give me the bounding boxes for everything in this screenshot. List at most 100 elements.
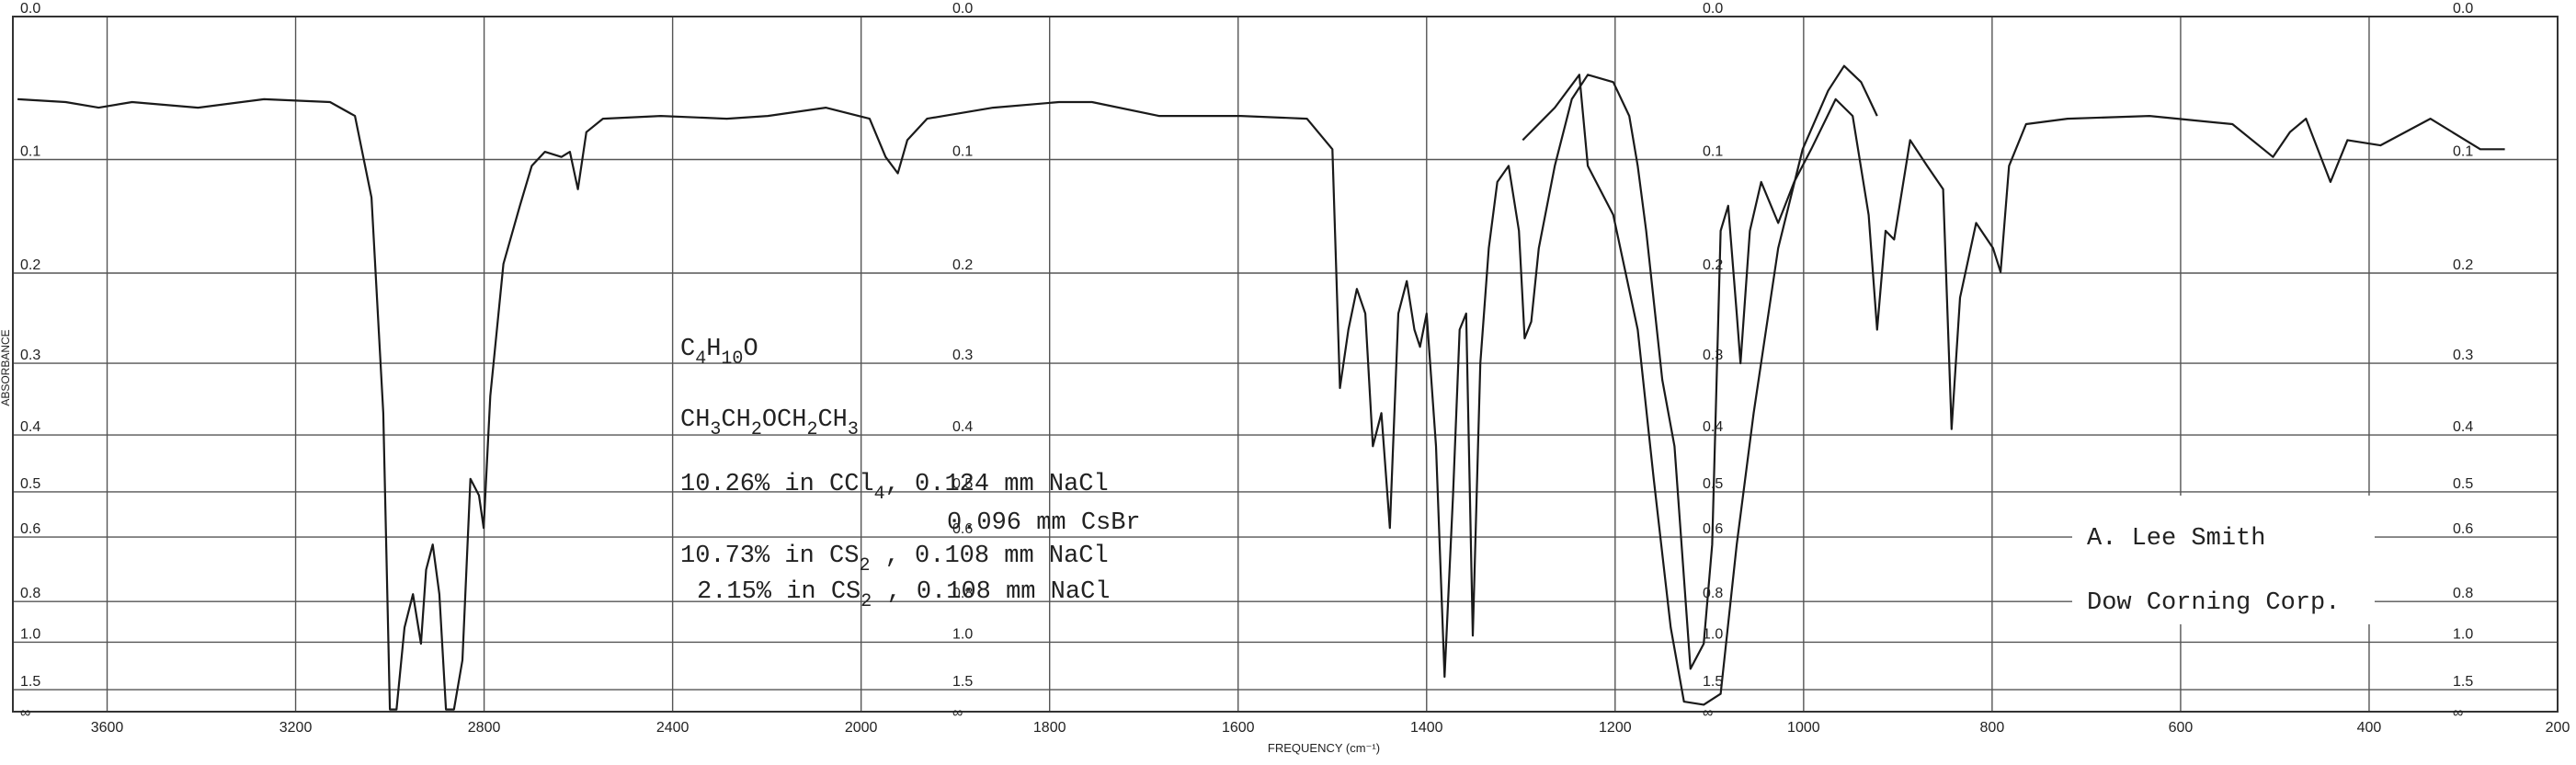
y-tick-label: 0.0: [952, 1, 973, 17]
spectrum: [17, 64, 2505, 711]
annotation-line: 0.096 mm CsBr: [947, 509, 1141, 537]
y-tick-label: 0.4: [1703, 419, 1723, 435]
y-tick-label: 0.0: [20, 1, 40, 17]
x-tick-label: 2800: [468, 720, 501, 736]
y-tick-label: 0.8: [2453, 586, 2473, 601]
x-tick-label: 1600: [1222, 720, 1255, 736]
y-tick-label: 0.2: [20, 257, 40, 273]
plot-frame: [12, 16, 2559, 713]
y-tick-label: 0.4: [952, 419, 973, 435]
y-tick-label: 1.0: [2453, 626, 2473, 642]
x-tick-label: 2000: [845, 720, 878, 736]
y-tick-label: 0.3: [1703, 348, 1723, 363]
y-tick-label: 0.0: [1703, 1, 1723, 17]
annotation-text: H: [706, 336, 721, 363]
y-tick-label: 0.1: [2453, 143, 2473, 159]
annotation-text: 10.73% in CS: [680, 542, 859, 570]
y-tick-label: 0.4: [2453, 419, 2473, 435]
annotation-text: CH: [721, 406, 750, 434]
y-tick-label: 1.5: [1703, 674, 1723, 690]
y-tick-label: 0.8: [20, 586, 40, 601]
subscript: 4: [695, 348, 706, 370]
y-infinity-label: ∞: [952, 705, 963, 721]
subscript: 3: [848, 419, 859, 440]
y-tick-label: 0.4: [20, 419, 40, 435]
annotation-text: , 0.108 mm NaCl: [870, 542, 1108, 570]
credit-company: Dow Corning Corp.: [2087, 589, 2340, 617]
y-tick-label: 0.3: [952, 348, 973, 363]
x-axis-label: FREQUENCY (cm⁻¹): [1268, 741, 1380, 755]
annotation-text: CH: [680, 406, 710, 434]
y-tick-label: 0.0: [2453, 1, 2473, 17]
subscript: 2: [859, 555, 870, 577]
x-tick-label: 1200: [1599, 720, 1632, 736]
y-tick-label: 0.8: [952, 586, 973, 601]
y-infinity-label: ∞: [1703, 705, 1713, 721]
annotation-line: C4H10O: [680, 336, 758, 370]
y-tick-label: 1.0: [1703, 626, 1723, 642]
x-tick-label: 2400: [656, 720, 690, 736]
y-tick-label: 0.1: [952, 143, 973, 159]
y-tick-label: 0.3: [20, 348, 40, 363]
annotation-text: , 0.124 mm NaCl: [885, 471, 1109, 498]
y-tick-label: 0.2: [1703, 257, 1723, 273]
x-tick-label: 3600: [91, 720, 124, 736]
annotation-line: 10.73% in CS2 , 0.108 mm NaCl: [680, 542, 1109, 577]
x-tick-label: 3200: [279, 720, 313, 736]
labels: 3600 3200 2800 2400 2000 1800 1600 1400 1200 1000…: [20, 1, 2570, 736]
y-infinity-label: ∞: [20, 705, 30, 721]
annotation-line: 2.15% in CS2 , 0.108 mm NaCl: [697, 578, 1111, 612]
spectrum-line: [1522, 64, 1878, 706]
y-tick-label: 0.6: [952, 521, 973, 537]
y-tick-label: 0.5: [2453, 476, 2473, 492]
y-tick-label: 0.6: [1703, 521, 1723, 537]
x-tick-label: 800: [1980, 720, 2005, 736]
subscript: 2: [751, 419, 762, 440]
y-axis-label: ABSORBANCE: [0, 329, 12, 405]
y-tick-label: 0.6: [20, 521, 40, 537]
y-tick-label: 0.5: [20, 476, 40, 492]
annotation-text: 0.096 mm CsBr: [947, 509, 1141, 537]
annotation-text: O: [743, 336, 758, 363]
y-tick-label: 0.1: [1703, 143, 1723, 159]
y-tick-label: 0.5: [952, 476, 973, 492]
y-tick-label: 1.0: [20, 626, 40, 642]
y-tick-label: 0.2: [952, 257, 973, 273]
annotation-text: OCH: [762, 406, 807, 434]
annotation-line: CH3CH2OCH2CH3: [680, 406, 859, 440]
annotation-text: C: [680, 336, 695, 363]
y-infinity-label: ∞: [2453, 705, 2463, 721]
subscript: 2: [806, 419, 817, 440]
y-tick-label: 0.6: [2453, 521, 2473, 537]
y-tick-label: 1.0: [952, 626, 973, 642]
subscript: 4: [874, 484, 885, 505]
x-tick-label: 1800: [1033, 720, 1066, 736]
subscript: 3: [710, 419, 721, 440]
y-tick-label: 1.5: [952, 674, 973, 690]
x-tick-label: 600: [2169, 720, 2194, 736]
annotation-line: 10.26% in CCl4, 0.124 mm NaCl: [680, 471, 1109, 505]
x-tick-label: 400: [2357, 720, 2382, 736]
y-tick-label: 0.3: [2453, 348, 2473, 363]
x-tick-label: 1400: [1410, 720, 1443, 736]
subscript: 10: [721, 348, 743, 370]
y-tick-label: 0.2: [2453, 257, 2473, 273]
credit-author: A. Lee Smith: [2087, 525, 2265, 553]
x-tick-label: 1000: [1787, 720, 1820, 736]
y-tick-label: 1.5: [20, 674, 40, 690]
annotation-text: CH: [817, 406, 847, 434]
annotation-text: 2.15% in CS: [697, 578, 861, 606]
y-tick-label: 0.1: [20, 143, 40, 159]
y-tick-label: 0.8: [1703, 586, 1723, 601]
annotation-text: 10.26% in CCl: [680, 471, 874, 498]
subscript: 2: [861, 591, 872, 612]
annotation-text: , 0.108 mm NaCl: [872, 578, 1110, 606]
credit-box: [2072, 496, 2375, 624]
x-tick-label: 200: [2546, 720, 2570, 736]
spectrum-line: [17, 74, 2505, 711]
y-tick-label: 1.5: [2453, 674, 2473, 690]
y-tick-label: 0.5: [1703, 476, 1723, 492]
